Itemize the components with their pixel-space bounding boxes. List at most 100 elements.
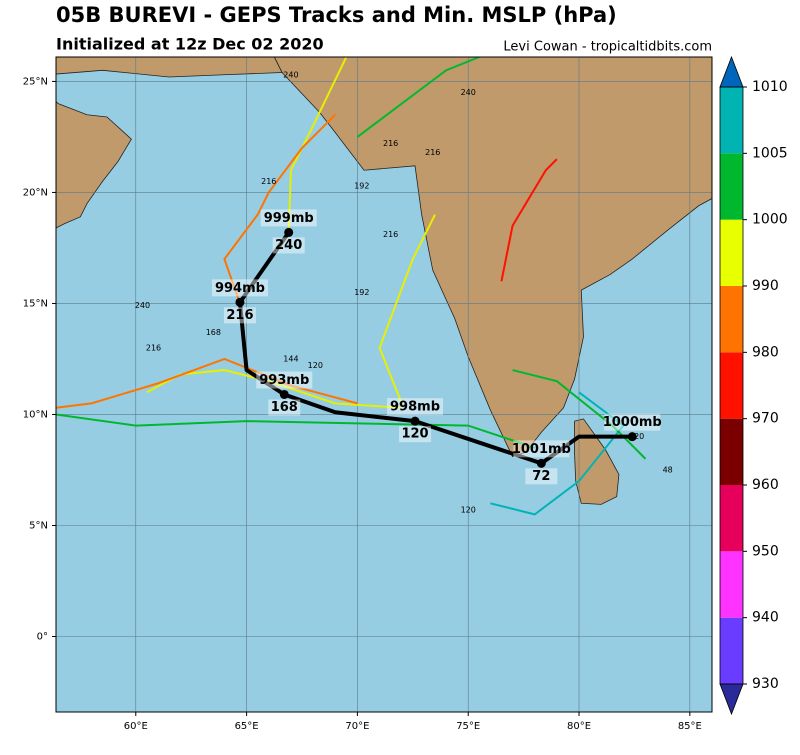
hour-note: 144: [283, 354, 298, 363]
hour-label: 216: [226, 308, 253, 323]
colorbar-bin: [720, 153, 743, 220]
grid: 60°E 65°E 70°E 75°E 80°E 85°E 0° 5°N 10°N 15°N 20°…: [23, 57, 712, 732]
ensemble-track: [223, 114, 336, 304]
mean-track-point: [536, 458, 546, 468]
colorbar-label: 960: [752, 477, 779, 493]
x-tick-label: 65°E: [235, 721, 259, 732]
label-box: [604, 413, 661, 431]
colorbar-frame: [719, 86, 744, 685]
x-tick-label: 80°E: [567, 721, 591, 732]
hour-note: 240: [283, 70, 298, 79]
label-box: [399, 426, 432, 443]
mean-track: 1000mb 1001mb 72 998mb 120 993mb 168 994mb 216 99…: [211, 209, 662, 485]
ensemble-track: [490, 391, 625, 516]
colorbar-over: [719, 55, 744, 88]
y-tick-label: 10°N: [23, 409, 48, 420]
pressure-label: 1001mb: [512, 442, 571, 457]
ensemble-tracks: 2402402162162162161921922402161681441201…: [56, 57, 673, 516]
colorbar-label: 980: [752, 344, 779, 360]
hour-label: 72: [532, 469, 550, 484]
label-box: [260, 209, 317, 227]
hour-note: 216: [383, 139, 398, 148]
ensemble-track: [356, 57, 480, 138]
x-tick-label: 70°E: [345, 721, 369, 732]
pressure-label: 1000mb: [603, 415, 662, 430]
y-tick-label: 5°N: [29, 520, 48, 531]
colorbar-label: 930: [752, 676, 779, 692]
label-box: [268, 399, 301, 416]
x-tick-label: 75°E: [456, 721, 480, 732]
y-tick-label: 20°N: [23, 187, 48, 198]
hour-label: 168: [271, 400, 298, 415]
hour-note: 192: [354, 288, 369, 297]
colorbar-label: 1005: [752, 145, 788, 161]
colorbar-bin: [720, 87, 743, 154]
ensemble-track: [56, 357, 358, 409]
x-tick-label: 85°E: [678, 721, 702, 732]
pressure-label: 994mb: [215, 281, 265, 296]
land: [56, 57, 712, 505]
label-box: [525, 468, 558, 485]
map-frame: [55, 56, 713, 713]
colorbar: 930 940 950 960 970 980 990 1000 1005 1010: [719, 55, 788, 716]
colorbar-bin: [720, 485, 743, 552]
colorbar-bin: [720, 617, 743, 684]
mean-track-point: [279, 389, 289, 399]
hour-note: 192: [354, 181, 369, 190]
chart-subtitle: Initialized at 12z Dec 02 2020: [56, 35, 324, 54]
hour-note: 216: [261, 177, 276, 186]
mean-track-line: [237, 231, 633, 466]
hour-note: 216: [146, 343, 161, 352]
colorbar-label: 990: [752, 278, 779, 294]
colorbar-bin: [720, 551, 743, 618]
hour-note: 120: [308, 361, 323, 370]
pressure-label: 998mb: [390, 400, 440, 415]
mean-track-point: [235, 297, 245, 307]
colorbar-label: 940: [752, 610, 779, 626]
pressure-label: 993mb: [259, 373, 309, 388]
hour-note: 216: [425, 148, 440, 157]
colorbar-label: 1010: [752, 79, 788, 95]
ensemble-track: [378, 214, 436, 404]
label-box: [272, 237, 305, 254]
landmass: [574, 418, 620, 505]
hour-note: 240: [135, 301, 150, 310]
label-box: [256, 371, 313, 389]
colorbar-label: 950: [752, 543, 779, 559]
chart-title: 05B BUREVI - GEPS Tracks and Min. MSLP (…: [56, 3, 617, 27]
y-tick-label: 25°N: [23, 76, 48, 87]
x-tick-label: 60°E: [124, 721, 148, 732]
hour-note: 168: [206, 328, 221, 337]
mean-track-point: [284, 227, 294, 237]
hour-note: 48: [663, 465, 673, 474]
hour-note: 120: [461, 505, 476, 514]
y-tick-label: 0°: [37, 632, 48, 643]
ensemble-track: [56, 413, 536, 449]
mean-track-point: [627, 432, 637, 442]
label-box: [387, 398, 444, 416]
y-tick-label: 15°N: [23, 298, 48, 309]
hour-label: 120: [401, 427, 428, 442]
hour-note: 216: [383, 230, 398, 239]
label-box: [211, 279, 268, 297]
landmass: [273, 57, 712, 458]
colorbar-under: [719, 683, 744, 716]
colorbar-bin: [720, 418, 743, 485]
credit: Levi Cowan - tropicaltidbits.com: [503, 40, 712, 55]
landmass: [56, 100, 132, 229]
colorbar-label: 1000: [752, 212, 788, 228]
colorbar-bin: [720, 219, 743, 286]
colorbar-bin: [720, 352, 743, 419]
hour-label: 240: [275, 238, 302, 253]
pressure-label: 999mb: [264, 211, 314, 226]
ensemble-track: [500, 158, 558, 282]
hour-note: 240: [461, 88, 476, 97]
colorbar-bin: [720, 286, 743, 353]
label-box: [223, 307, 256, 324]
label-box: [513, 440, 570, 458]
ensemble-track: [512, 369, 647, 460]
colorbar-label: 970: [752, 411, 779, 427]
mean-track-point: [410, 416, 420, 426]
